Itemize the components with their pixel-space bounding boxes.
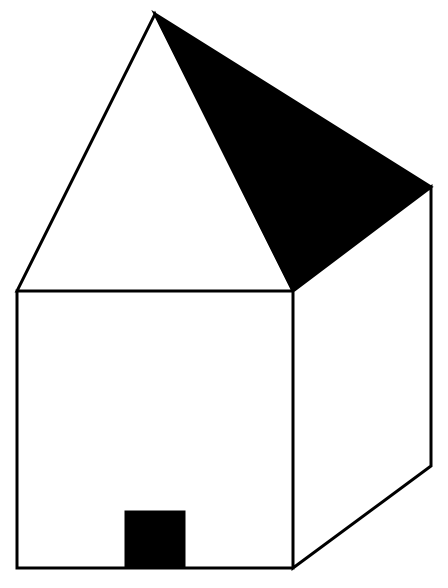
side-wall xyxy=(291,183,433,571)
door xyxy=(124,510,186,570)
